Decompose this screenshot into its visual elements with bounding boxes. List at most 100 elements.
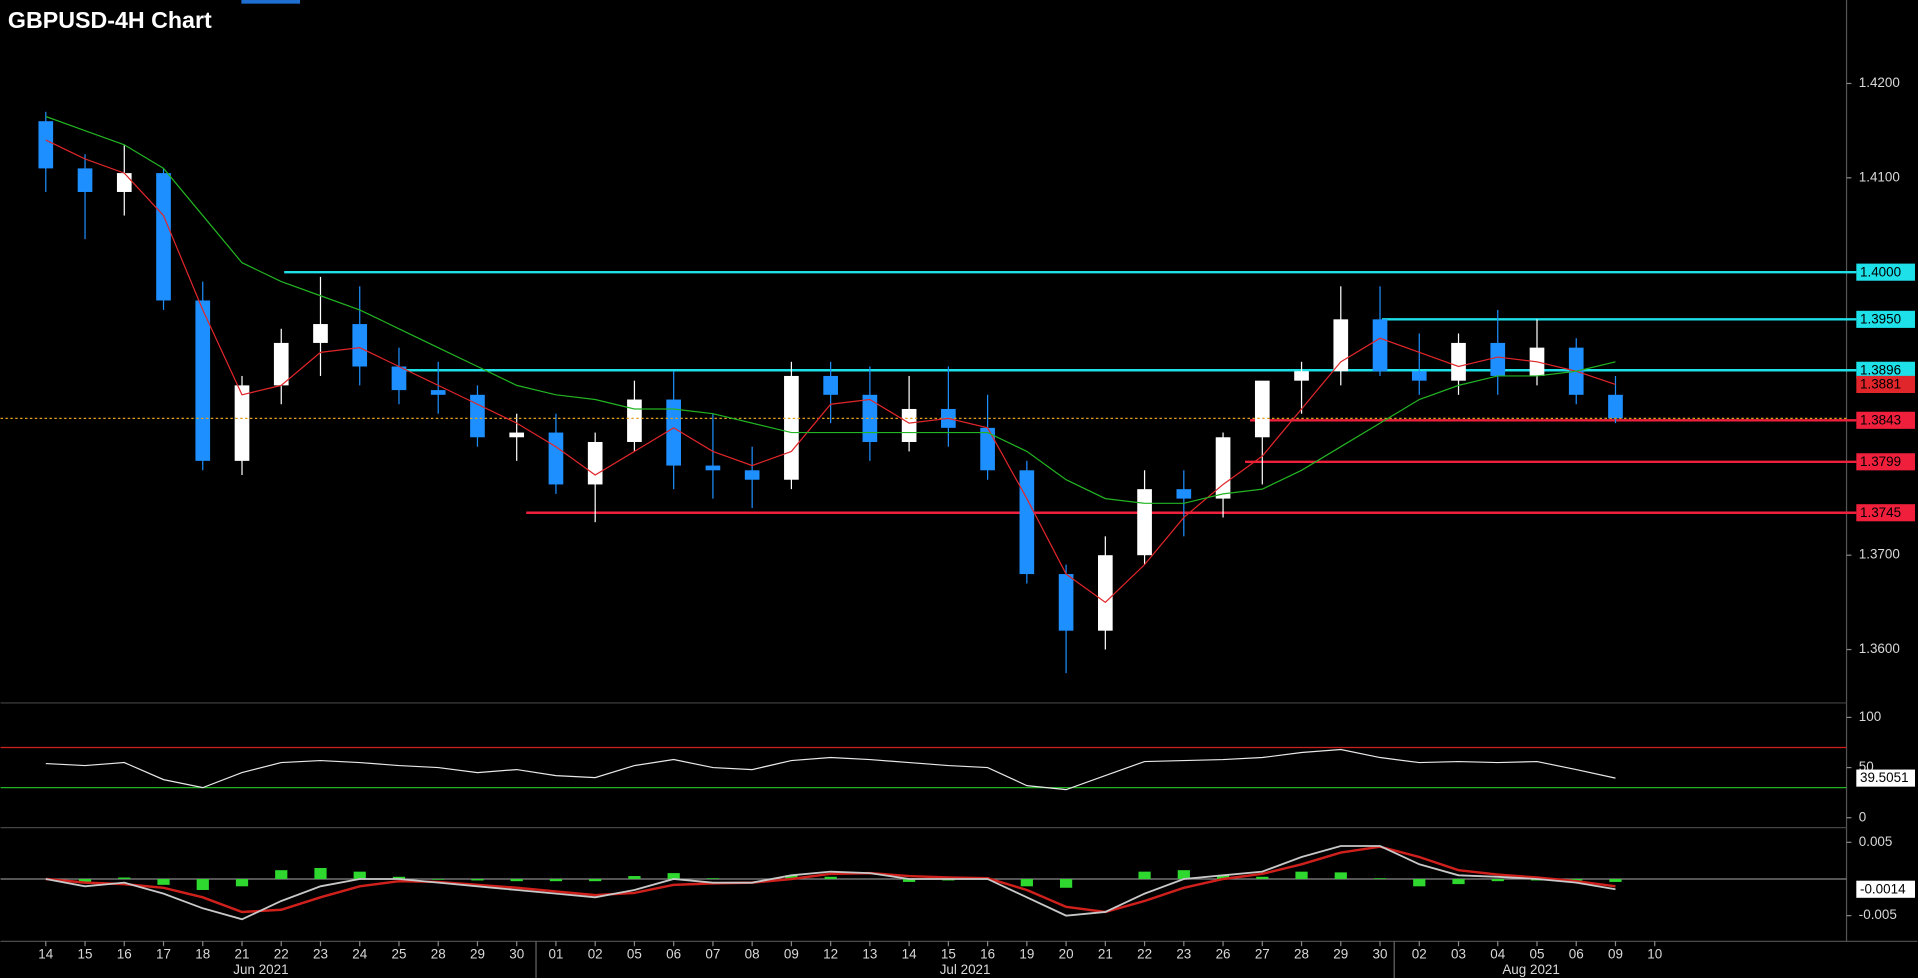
histogram-bar	[118, 877, 131, 879]
histogram-bar	[1177, 870, 1190, 879]
histogram-bar	[314, 867, 327, 879]
price-tag	[1856, 361, 1915, 379]
candle-body	[587, 441, 603, 485]
price-tag	[1856, 880, 1915, 898]
x-tick-label: 21	[235, 946, 250, 961]
x-tick-label: 22	[274, 946, 289, 961]
histogram-bar	[392, 876, 406, 879]
candle-body	[313, 324, 328, 343]
candle-body	[1097, 555, 1113, 631]
candle-body	[627, 399, 642, 442]
price-tag	[1856, 263, 1915, 281]
x-tick-label: 30	[509, 946, 524, 961]
candle-body	[901, 408, 917, 442]
x-tick-label: 20	[1059, 946, 1074, 961]
histogram-bar	[549, 878, 563, 882]
price-tag-label: 1.3881	[1860, 377, 1901, 392]
x-tick-label: 22	[1137, 946, 1152, 961]
y-tick-label: 1.3600	[1859, 641, 1900, 656]
signal-line	[45, 845, 1616, 914]
price-tag-label: 1.3950	[1860, 311, 1901, 326]
x-tick-label: 17	[156, 946, 171, 961]
price-tag-label: 1.3843	[1860, 412, 1901, 427]
histogram-bar	[667, 873, 680, 879]
candle-body	[784, 375, 799, 480]
x-tick-label: 07	[705, 946, 720, 961]
month-label: Jul 2021	[940, 962, 991, 977]
candle-body	[273, 342, 289, 386]
month-label: Aug 2021	[1502, 962, 1560, 977]
x-tick-label: 13	[862, 946, 877, 961]
x-tick-label: 29	[470, 946, 485, 961]
candle-body	[391, 366, 407, 391]
macd-line	[45, 845, 1616, 921]
x-tick-label: 01	[548, 946, 563, 961]
x-tick-label: 23	[313, 946, 328, 961]
candle-body	[823, 375, 838, 395]
y-tick-label: 0.005	[1859, 834, 1893, 849]
histogram-bar	[1413, 878, 1426, 887]
histogram-bar	[1334, 872, 1347, 879]
x-tick-label: 15	[78, 946, 93, 961]
price-tag	[1856, 310, 1915, 328]
candle-body	[77, 168, 93, 192]
candle-body	[156, 173, 171, 301]
candle-body	[980, 427, 995, 471]
price-tag-label: 1.3896	[1860, 362, 1901, 377]
x-tick-label: 19	[1019, 946, 1034, 961]
candle-body	[705, 465, 721, 471]
histogram-bar	[589, 878, 602, 882]
month-label: Jun 2021	[233, 962, 288, 977]
histogram-bar	[510, 878, 523, 882]
x-tick-label: 16	[117, 946, 132, 961]
price-tag	[1856, 504, 1915, 522]
x-tick-label: 09	[784, 946, 799, 961]
histogram-bar	[706, 878, 720, 879]
candle-body	[1058, 574, 1074, 631]
histogram-bar	[785, 875, 798, 879]
candle-body	[862, 394, 878, 442]
histogram-bar	[1059, 878, 1073, 888]
price-tag-label: 39.5051	[1860, 770, 1909, 785]
price-tag-label: 1.3799	[1860, 454, 1901, 469]
x-tick-label: 02	[588, 946, 603, 961]
moving-average	[45, 139, 1616, 604]
candle-body	[548, 432, 564, 485]
histogram-bar	[78, 878, 92, 883]
y-tick-label: 1.4100	[1859, 169, 1900, 184]
histogram-bar	[1609, 878, 1622, 882]
candle-body	[195, 300, 211, 461]
x-tick-label: 12	[823, 946, 838, 961]
candle-body	[1451, 342, 1466, 381]
x-tick-label: 18	[195, 946, 210, 961]
y-tick-label: 0	[1859, 809, 1866, 824]
histogram-bar	[471, 878, 484, 881]
x-tick-label: 08	[745, 946, 760, 961]
y-tick-label: 100	[1859, 709, 1881, 724]
x-tick-label: 23	[1176, 946, 1191, 961]
candle-body	[1137, 489, 1152, 556]
x-tick-label: 16	[980, 946, 995, 961]
x-tick-label: 03	[1451, 946, 1466, 961]
histogram-bar	[1256, 876, 1269, 879]
price-tag-label: -0.0014	[1860, 881, 1906, 896]
histogram-bar	[196, 878, 209, 890]
x-tick-label: 21	[1098, 946, 1113, 961]
x-tick-label: 27	[1255, 946, 1270, 961]
histogram-bar	[1295, 871, 1308, 879]
x-tick-label: 26	[1216, 946, 1231, 961]
x-tick-label: 28	[1294, 946, 1309, 961]
x-tick-label: 24	[352, 946, 367, 961]
candle-body	[744, 470, 760, 480]
active-tab	[241, 0, 301, 4]
candle-body	[234, 385, 250, 461]
moving-average	[45, 115, 1616, 504]
candle-body	[509, 432, 525, 438]
histogram-bar	[1491, 878, 1504, 882]
price-tag-label: 1.3745	[1860, 505, 1901, 520]
price-tag-label: 1.4000	[1860, 264, 1901, 279]
rsi-line	[45, 748, 1616, 791]
candle-body	[1372, 319, 1388, 372]
